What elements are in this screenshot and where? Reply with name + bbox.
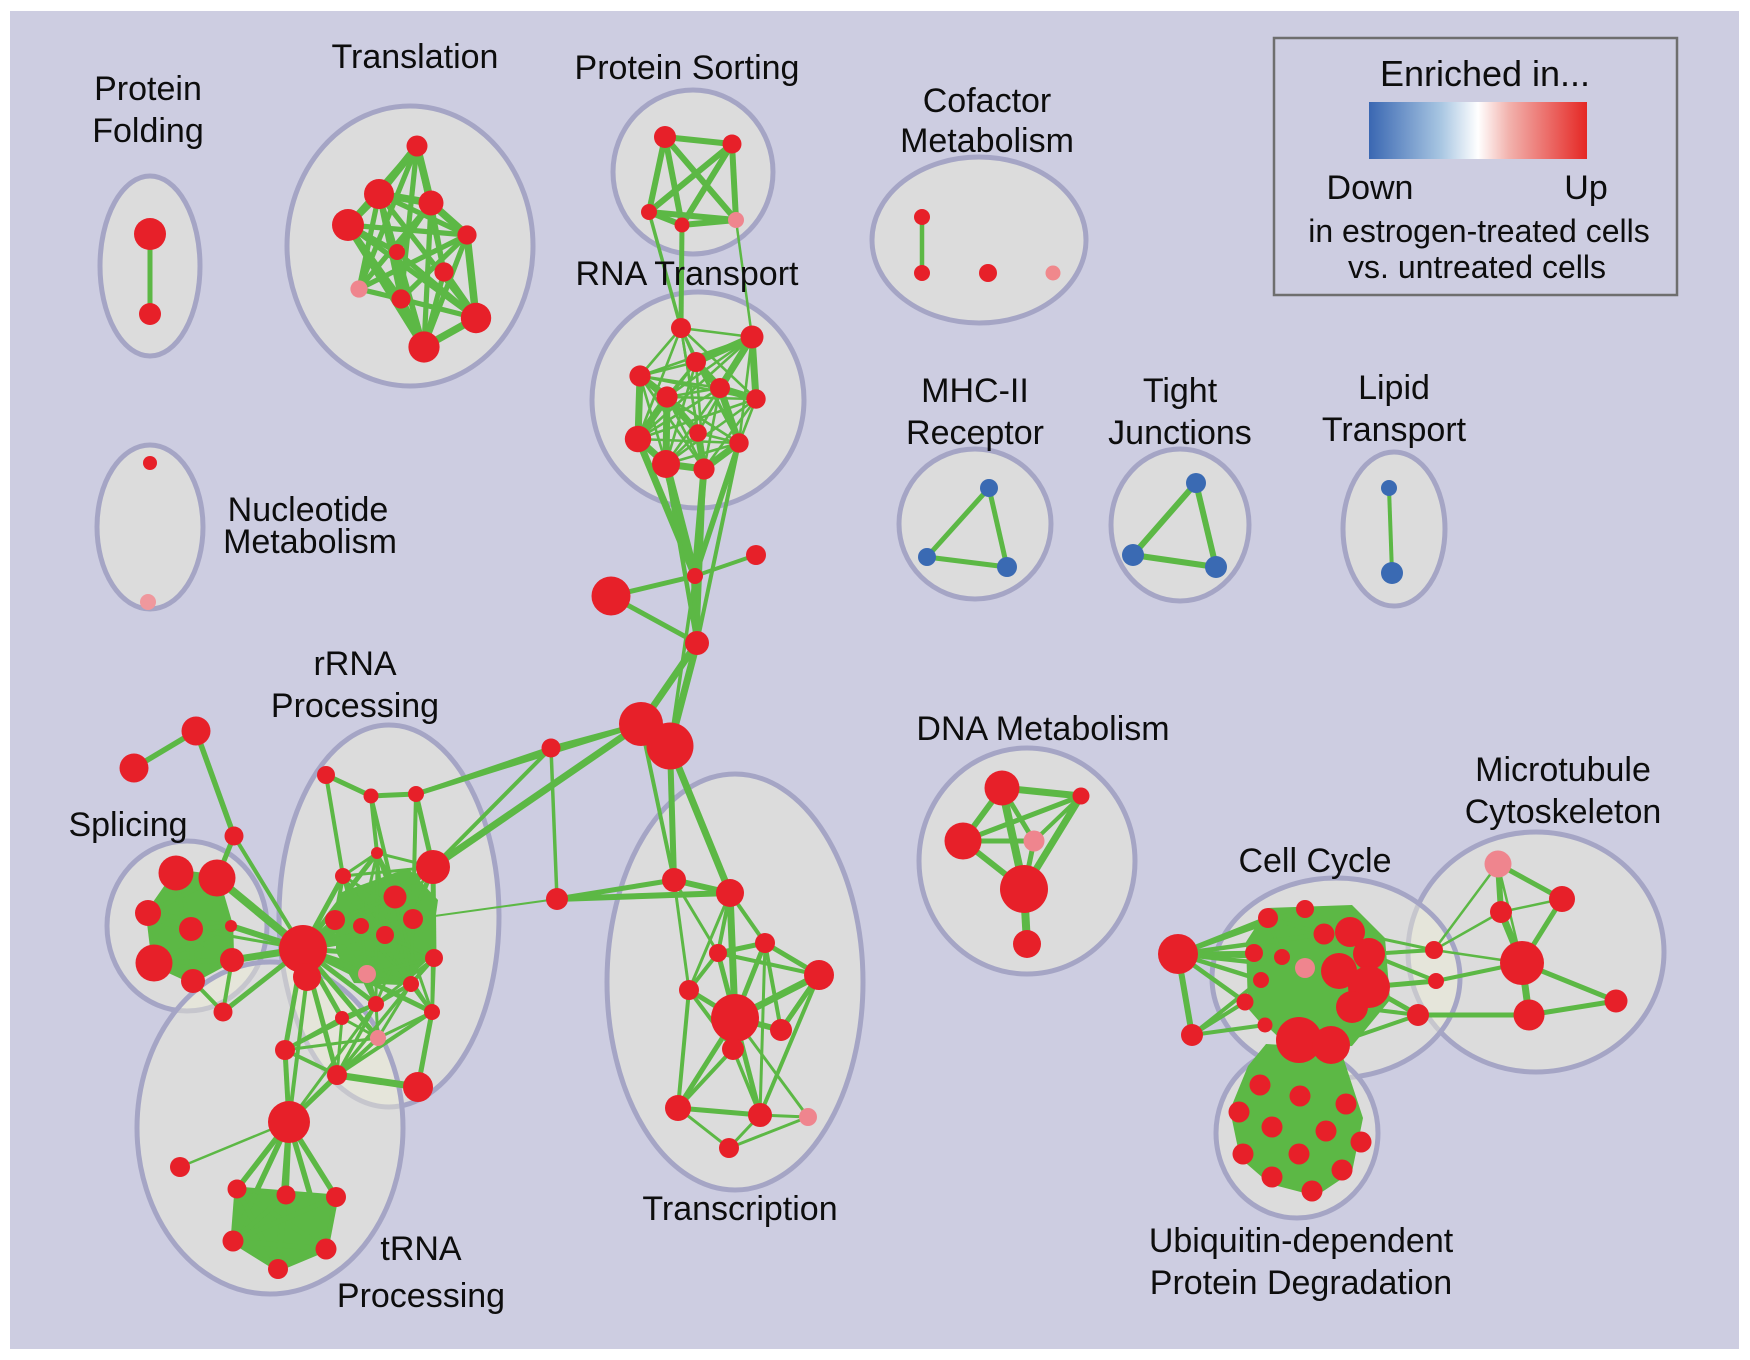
svg-text:Transcription: Transcription bbox=[642, 1190, 837, 1228]
svg-text:Processing: Processing bbox=[337, 1277, 505, 1315]
svg-text:Protein Degradation: Protein Degradation bbox=[1150, 1264, 1452, 1302]
svg-text:Folding: Folding bbox=[92, 112, 204, 150]
svg-text:Splicing: Splicing bbox=[68, 806, 187, 844]
svg-text:Enriched in...: Enriched in... bbox=[1380, 53, 1590, 94]
svg-text:vs. untreated cells: vs. untreated cells bbox=[1348, 249, 1606, 285]
svg-text:Tight: Tight bbox=[1143, 372, 1218, 410]
svg-text:Processing: Processing bbox=[271, 687, 439, 725]
svg-text:Down: Down bbox=[1327, 169, 1414, 207]
svg-text:rRNA: rRNA bbox=[313, 645, 396, 683]
svg-text:Up: Up bbox=[1564, 169, 1607, 207]
svg-text:Lipid: Lipid bbox=[1358, 369, 1430, 407]
svg-text:Transport: Transport bbox=[1322, 411, 1467, 449]
svg-text:Cofactor: Cofactor bbox=[923, 82, 1052, 120]
svg-text:Translation: Translation bbox=[332, 38, 499, 76]
svg-text:Microtubule: Microtubule bbox=[1475, 751, 1651, 789]
svg-text:RNA Transport: RNA Transport bbox=[576, 255, 800, 293]
svg-text:Ubiquitin-dependent: Ubiquitin-dependent bbox=[1149, 1222, 1454, 1260]
svg-text:MHC-II: MHC-II bbox=[921, 372, 1029, 410]
svg-text:Cytoskeleton: Cytoskeleton bbox=[1465, 793, 1662, 831]
svg-text:Receptor: Receptor bbox=[906, 414, 1044, 452]
svg-text:Nucleotide: Nucleotide bbox=[228, 491, 389, 529]
svg-text:Protein: Protein bbox=[94, 70, 202, 108]
svg-text:Metabolism: Metabolism bbox=[223, 523, 397, 561]
svg-text:Junctions: Junctions bbox=[1108, 414, 1252, 452]
svg-text:in estrogen-treated cells: in estrogen-treated cells bbox=[1308, 213, 1650, 249]
svg-text:Metabolism: Metabolism bbox=[900, 122, 1074, 160]
svg-text:Cell Cycle: Cell Cycle bbox=[1238, 842, 1391, 880]
svg-text:Protein Sorting: Protein Sorting bbox=[575, 49, 800, 87]
svg-text:tRNA: tRNA bbox=[380, 1230, 462, 1268]
svg-text:DNA Metabolism: DNA Metabolism bbox=[916, 710, 1169, 748]
